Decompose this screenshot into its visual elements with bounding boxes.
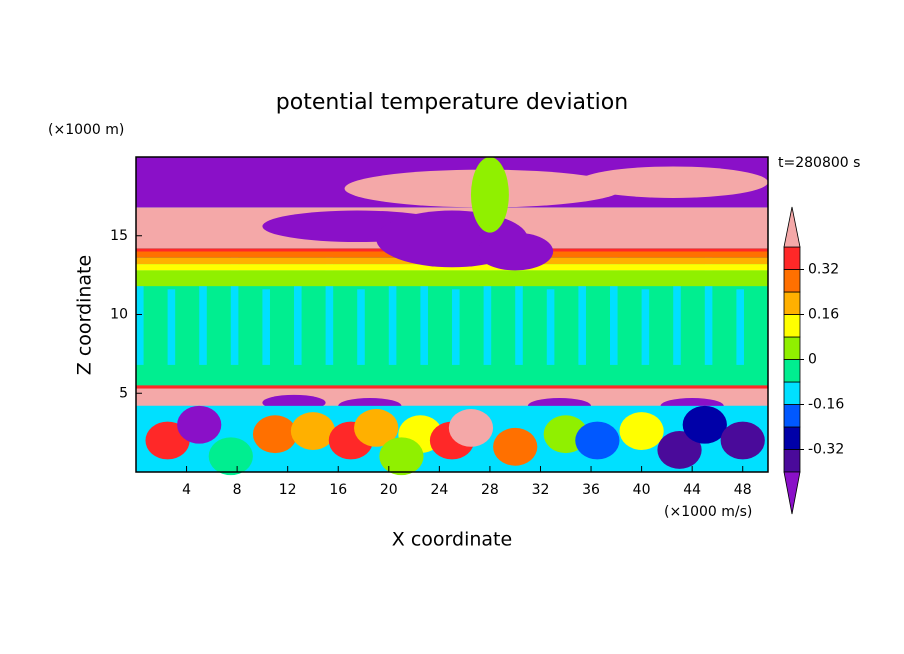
contour-field	[136, 157, 768, 476]
x-tick-label: 36	[582, 482, 600, 498]
field-patch	[641, 289, 650, 365]
field-patch	[262, 289, 270, 365]
field-patch	[578, 270, 586, 365]
field-patch	[531, 270, 539, 365]
colorbar-box	[783, 359, 801, 383]
colorbar-below	[783, 471, 801, 515]
y-unit: (×1000 m)	[48, 122, 124, 138]
x-tick-label: 16	[329, 482, 347, 498]
field-patch	[325, 251, 334, 365]
field-patch	[167, 289, 176, 365]
field-patch	[290, 412, 336, 450]
field-patch	[246, 270, 255, 365]
x-tick-label: 12	[279, 482, 297, 498]
y-tick-label: 15	[110, 228, 128, 244]
field-patch	[578, 166, 768, 198]
field-patch	[594, 289, 602, 365]
field-patch	[720, 421, 765, 460]
field-patch	[136, 251, 144, 365]
field-patch	[689, 289, 697, 365]
field-patch	[625, 270, 634, 365]
field-patch	[720, 270, 729, 365]
field-patch	[379, 437, 424, 476]
field-patch	[357, 289, 365, 365]
field-patch	[183, 251, 191, 365]
field-patch	[136, 385, 768, 389]
y-tick-label: 10	[110, 307, 128, 323]
field-patch	[752, 251, 760, 365]
field-patch	[515, 251, 523, 365]
field-patch	[208, 437, 253, 476]
field-patch	[230, 251, 239, 365]
colorbar-above	[783, 206, 801, 248]
colorbar-tick-label: 0.32	[808, 262, 839, 278]
x-axis-label: X coordinate	[392, 529, 512, 551]
colorbar-box	[783, 404, 801, 428]
x-tick-label: 20	[380, 482, 398, 498]
field-patch	[436, 270, 444, 365]
colorbar-box	[783, 336, 801, 360]
field-patch	[388, 270, 397, 365]
time-label: t=280800 s	[778, 155, 860, 171]
field-patch	[136, 270, 768, 287]
field-patch	[499, 289, 507, 365]
chart-title: potential temperature deviation	[276, 90, 628, 115]
x-tick-label: 8	[233, 482, 242, 498]
field-patch	[610, 251, 618, 365]
field-patch	[309, 289, 318, 365]
colorbar-tick-label: 0	[808, 352, 817, 368]
colorbar-box	[783, 381, 801, 405]
field-patch	[252, 415, 298, 454]
field-patch	[452, 289, 460, 365]
field-patch	[470, 157, 509, 233]
colorbar-box	[783, 269, 801, 293]
colorbar-box	[783, 291, 801, 315]
field-patch	[404, 289, 413, 365]
colorbar-tick-label: -0.32	[808, 442, 844, 458]
field-patch	[483, 270, 492, 365]
field-patch	[575, 421, 620, 460]
field-patch	[619, 412, 664, 450]
colorbar-box	[783, 449, 801, 473]
field-patch	[151, 270, 160, 365]
colorbar-tick-label: -0.16	[808, 397, 844, 413]
field-patch	[682, 405, 727, 444]
field-patch	[373, 251, 381, 365]
x-tick-label: 44	[683, 482, 701, 498]
colorbar-box	[783, 246, 801, 270]
field-patch	[546, 289, 555, 365]
field-patch	[657, 431, 702, 469]
field-patch	[448, 409, 494, 447]
field-patch	[467, 251, 476, 365]
field-patch	[562, 251, 571, 365]
field-patch	[215, 289, 223, 365]
x-tick-label: 4	[182, 482, 191, 498]
colorbar-box	[783, 426, 801, 450]
field-patch	[657, 251, 665, 365]
field-patch	[736, 289, 744, 365]
field-patch	[177, 405, 222, 444]
x-tick-label: 28	[481, 482, 499, 498]
field-patch	[477, 232, 554, 271]
field-patch	[136, 264, 768, 271]
field-patch	[493, 427, 538, 466]
field-patch	[294, 270, 302, 365]
x-tick-label: 40	[633, 482, 651, 498]
field-patch	[420, 251, 428, 365]
field-patch	[341, 270, 349, 365]
field-patch	[199, 270, 207, 365]
field-patch	[354, 409, 399, 447]
field-patch	[704, 251, 713, 365]
colorbar-tick-label: 0.16	[808, 307, 839, 323]
x-tick-label: 32	[532, 482, 550, 498]
y-tick-label: 5	[119, 385, 128, 401]
x-unit: (×1000 m/s)	[664, 504, 752, 520]
x-tick-label: 24	[430, 482, 448, 498]
y-axis-label: Z coordinate	[74, 255, 96, 375]
colorbar-box	[783, 314, 801, 338]
field-patch	[673, 270, 681, 365]
field-patch	[278, 251, 286, 365]
x-tick-label: 48	[734, 482, 752, 498]
